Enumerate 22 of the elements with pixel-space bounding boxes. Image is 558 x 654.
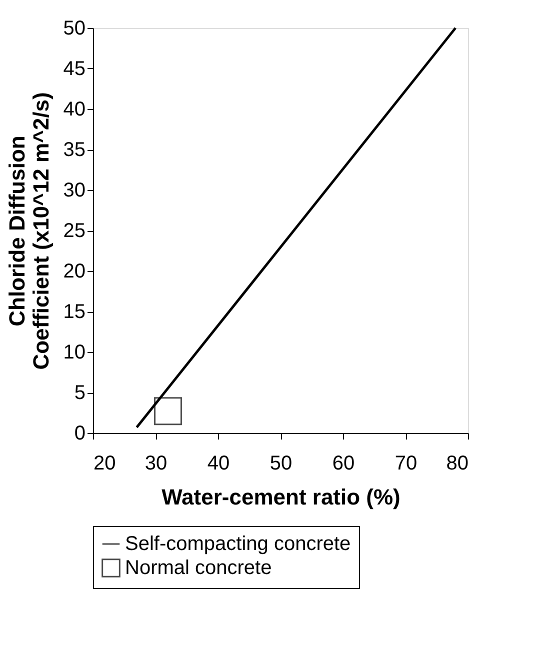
y-tick-label: 0	[74, 422, 86, 444]
x-tick-label: 50	[270, 452, 292, 474]
y-tick-label: 10	[63, 342, 86, 364]
x-tick-label: 20	[94, 452, 116, 474]
x-tick-label: 60	[332, 452, 355, 474]
y-tick-label: 30	[63, 180, 86, 202]
x-tick-label: 70	[394, 452, 418, 474]
y-tick-label: 15	[63, 301, 86, 323]
y-tick-label: 45	[63, 58, 86, 80]
y-tick-label: 35	[63, 139, 86, 161]
y-axis-title: Chloride Diffusion Coefficient (x10^12 m^2/s)	[4, 92, 54, 370]
x-tick-label: 40	[207, 452, 230, 474]
x-tick-label: 80	[446, 452, 468, 474]
y-tick-label: 50	[63, 18, 86, 40]
x-tick-label: 30	[144, 452, 168, 474]
y-tick-label: 20	[63, 260, 86, 282]
y-tick-label: 40	[63, 98, 86, 120]
legend-label: Self-compacting concrete	[125, 533, 351, 555]
y-tick-label: 5	[74, 382, 86, 404]
x-axis-title: Water-cement ratio (%)	[162, 484, 400, 510]
y-tick-label: 25	[63, 220, 86, 242]
legend-label: Normal concrete	[125, 557, 272, 579]
